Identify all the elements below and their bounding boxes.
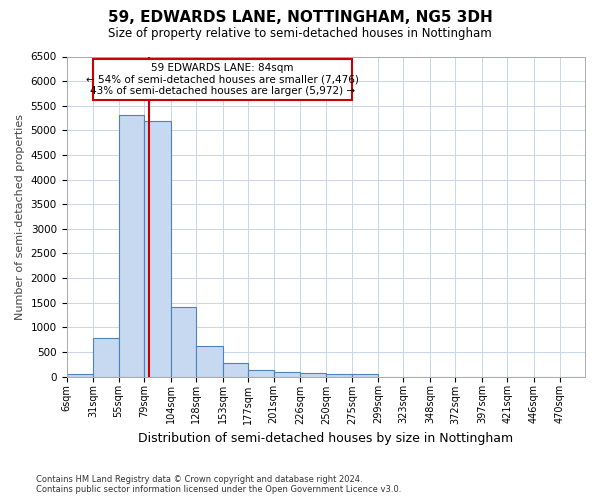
Text: 59 EDWARDS LANE: 84sqm: 59 EDWARDS LANE: 84sqm	[151, 63, 294, 73]
Bar	[223, 364, 248, 376]
Bar	[93, 338, 119, 376]
Bar	[300, 373, 326, 376]
Text: 59, EDWARDS LANE, NOTTINGHAM, NG5 3DH: 59, EDWARDS LANE, NOTTINGHAM, NG5 3DH	[107, 10, 493, 25]
Bar	[196, 346, 223, 376]
Bar	[326, 374, 352, 376]
Text: Size of property relative to semi-detached houses in Nottingham: Size of property relative to semi-detach…	[108, 28, 492, 40]
Bar	[119, 115, 144, 376]
Bar	[248, 370, 274, 376]
Text: 43% of semi-detached houses are larger (5,972) →: 43% of semi-detached houses are larger (…	[90, 86, 355, 96]
Bar	[352, 374, 378, 376]
Bar	[67, 374, 93, 376]
FancyBboxPatch shape	[93, 59, 352, 100]
X-axis label: Distribution of semi-detached houses by size in Nottingham: Distribution of semi-detached houses by …	[138, 432, 514, 445]
Bar	[170, 306, 196, 376]
Bar	[274, 372, 300, 376]
Text: ← 54% of semi-detached houses are smaller (7,476): ← 54% of semi-detached houses are smalle…	[86, 74, 359, 85]
Text: Contains HM Land Registry data © Crown copyright and database right 2024.: Contains HM Land Registry data © Crown c…	[36, 475, 362, 484]
Text: Contains public sector information licensed under the Open Government Licence v3: Contains public sector information licen…	[36, 485, 401, 494]
Bar	[144, 121, 170, 376]
Y-axis label: Number of semi-detached properties: Number of semi-detached properties	[15, 114, 25, 320]
